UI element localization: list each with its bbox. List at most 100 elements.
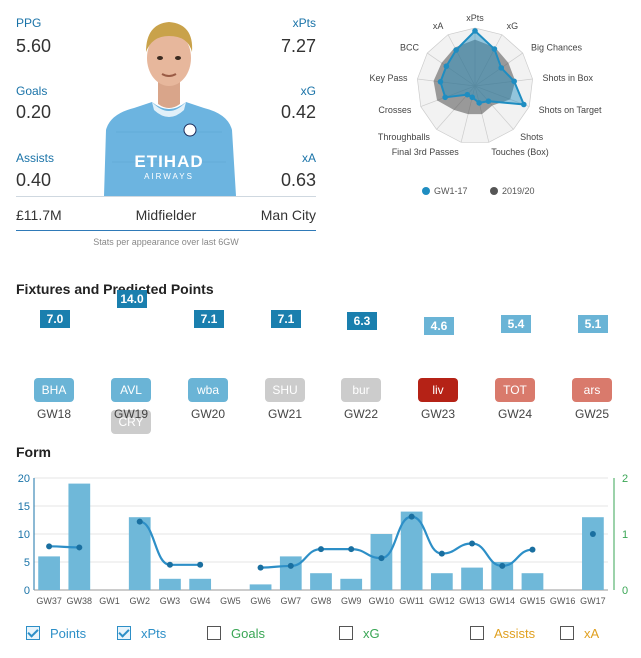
radar-axis-label: Key Pass <box>370 73 408 83</box>
points-bar[interactable] <box>279 556 302 590</box>
xpts-point[interactable] <box>529 546 536 553</box>
points-bar[interactable] <box>189 578 212 590</box>
checkbox-icon[interactable] <box>560 626 574 640</box>
radar-point <box>491 46 498 52</box>
fixture-gw-label: GW22 <box>343 407 378 421</box>
fixture-gw-label: GW19 <box>113 407 148 421</box>
xpts-line <box>49 545 80 549</box>
points-bar[interactable] <box>521 573 544 590</box>
x-tick-label: GW4 <box>190 596 211 606</box>
xpts-point[interactable] <box>136 518 143 525</box>
xpts-point[interactable] <box>166 561 173 568</box>
x-tick-label: GW3 <box>160 596 181 606</box>
x-tick-label: GW13 <box>459 596 485 606</box>
y2-tick-label: 0 <box>622 585 628 597</box>
fixture-chip[interactable]: wba <box>188 378 228 402</box>
fixture-chip[interactable]: BHA <box>34 378 74 402</box>
y2-tick-label: 1 <box>622 529 628 541</box>
toggle-points[interactable]: Points <box>26 626 86 641</box>
checkbox-icon[interactable] <box>470 626 484 640</box>
xpts-point[interactable] <box>408 513 415 520</box>
xpts-point[interactable] <box>257 564 264 571</box>
xpts-point[interactable] <box>318 546 324 553</box>
toggle-goals[interactable]: Goals <box>207 626 265 641</box>
predicted-points-box: 7.1 <box>194 309 224 328</box>
fixture-chip[interactable]: liv <box>418 378 458 402</box>
y-tick-label: 5 <box>24 557 30 569</box>
y-tick-label: 20 <box>18 473 30 485</box>
points-bar[interactable] <box>370 534 393 590</box>
fixture-chip[interactable]: AVL <box>111 378 151 402</box>
fixture-gw-label: GW24 <box>497 407 532 421</box>
toggle-xg[interactable]: xG <box>339 626 380 641</box>
xpts-point[interactable] <box>589 531 596 537</box>
radar-point <box>521 101 527 108</box>
x-tick-label: GW11 <box>399 596 424 606</box>
stat-xa-label: xA <box>301 151 316 165</box>
fixture-chip[interactable]: SHU <box>265 378 305 402</box>
radar-axis-label: Shots in Box <box>543 73 594 83</box>
xpts-point[interactable] <box>469 540 476 547</box>
checkbox-icon[interactable] <box>339 626 353 640</box>
points-bar[interactable] <box>582 517 604 590</box>
points-bar[interactable] <box>128 517 151 590</box>
toggle-xa[interactable]: xA <box>560 626 599 641</box>
x-tick-label: GW38 <box>67 596 93 606</box>
radar-point <box>485 98 492 104</box>
checkbox-icon[interactable] <box>207 626 221 640</box>
radar-point <box>453 47 459 53</box>
fixture-gw-label: GW20 <box>190 407 225 421</box>
stat-goals-value: 0.20 <box>16 102 52 122</box>
xpts-line <box>260 515 533 569</box>
xpts-point[interactable] <box>46 543 53 550</box>
radar-axis-label: xG <box>507 21 519 31</box>
fixture-chip[interactable]: bur <box>341 378 381 402</box>
x-tick-label: GW17 <box>580 596 606 606</box>
points-bar[interactable] <box>38 556 60 590</box>
xpts-point[interactable] <box>348 546 355 553</box>
xpts-point[interactable] <box>499 562 506 569</box>
radar-point <box>498 65 505 71</box>
toggle-assists[interactable]: Assists <box>470 626 535 641</box>
points-bar[interactable] <box>461 567 483 590</box>
fixture-chip[interactable]: CRY <box>111 410 151 434</box>
radar-legend-series-1[interactable]: GW1-17 <box>422 186 468 196</box>
points-bar[interactable] <box>310 573 332 590</box>
stats-divider <box>16 196 316 197</box>
points-bar[interactable] <box>340 578 363 590</box>
xpts-point[interactable] <box>438 550 445 557</box>
predicted-points-box: 5.4 <box>501 314 531 333</box>
points-bar[interactable] <box>430 573 453 590</box>
points-bar[interactable] <box>400 511 423 590</box>
x-tick-label: GW10 <box>369 596 395 606</box>
points-bar[interactable] <box>68 483 91 590</box>
x-tick-label: GW6 <box>250 596 271 606</box>
points-bar[interactable] <box>159 578 181 590</box>
checkbox-icon[interactable] <box>26 626 40 640</box>
predicted-points-box: 7.0 <box>40 310 70 328</box>
checkbox-icon[interactable] <box>117 626 131 640</box>
stat-xg-label: xG <box>300 84 316 98</box>
stat-ppg-label: PPG <box>16 16 42 30</box>
fixture-chip[interactable]: TOT <box>495 378 535 402</box>
toggle-xpts[interactable]: xPts <box>117 626 166 641</box>
predicted-points-box: 14.0 <box>117 290 147 308</box>
radar-axis-label: Crosses <box>378 105 412 115</box>
player-price: £11.7M <box>16 207 62 223</box>
points-bar[interactable] <box>491 562 514 590</box>
xpts-point[interactable] <box>76 544 83 551</box>
radar-point <box>472 28 478 34</box>
radar-point <box>469 94 476 101</box>
stat-xpts-label: xPts <box>292 16 316 30</box>
xpts-point[interactable] <box>287 562 294 569</box>
xpts-point[interactable] <box>378 555 385 562</box>
radar-legend-series-2[interactable]: 2019/20 <box>490 186 535 196</box>
xpts-point[interactable] <box>197 561 204 568</box>
stat-goals-label: Goals <box>16 84 48 98</box>
radar-axis-label: xPts <box>466 13 484 23</box>
fixture-chip[interactable]: ars <box>572 378 612 402</box>
x-tick-label: GW9 <box>341 596 362 606</box>
points-bar[interactable] <box>249 584 272 590</box>
stat-xa-value: 0.63 <box>280 170 316 190</box>
stat-xg-value: 0.42 <box>280 102 316 122</box>
